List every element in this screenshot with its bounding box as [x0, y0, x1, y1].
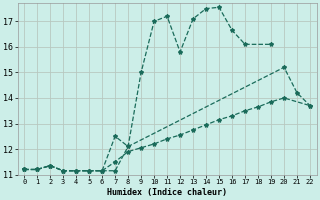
X-axis label: Humidex (Indice chaleur): Humidex (Indice chaleur) — [107, 188, 227, 197]
